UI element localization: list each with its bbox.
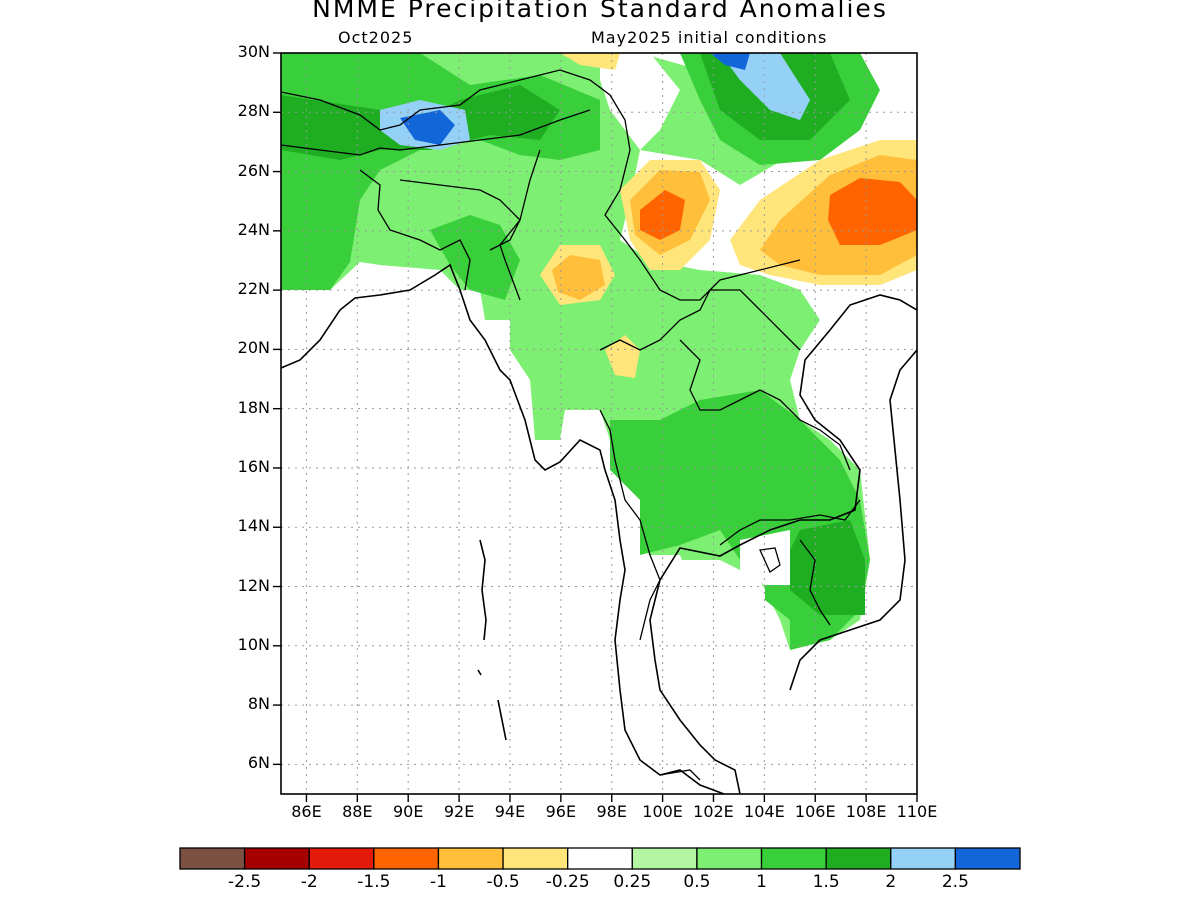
colorbar-label: 0.25: [613, 872, 652, 892]
anomaly-region-lightblue-ne: [720, 53, 810, 120]
lat-label: 10N: [237, 634, 270, 654]
border-thailand-north: [599, 289, 801, 351]
colorbar-swatch: [308, 847, 375, 870]
colorbar-label: 0.5: [683, 872, 711, 892]
anomaly-region-darkblue-ne: [710, 53, 750, 70]
colorbar-label: 2.5: [941, 872, 969, 892]
coastline-andaman-islands: [477, 539, 507, 741]
anomaly-region-orange-far-east: [828, 178, 917, 245]
anomaly-region-yellow-center: [552, 255, 605, 300]
border-malaysia: [659, 769, 701, 781]
colorbar-swatch: [373, 847, 440, 870]
colorbar-swatch: [243, 847, 310, 870]
colorbar-swatch: [890, 847, 957, 870]
border-cambodia: [719, 499, 861, 626]
lon-label: 110E: [896, 802, 938, 821]
anomaly-region-darkblue-west: [400, 110, 455, 145]
lon-label: 104E: [744, 802, 785, 821]
lon-label: 108E: [845, 802, 887, 821]
anomaly-region-darkgreen-south: [790, 520, 865, 615]
lon-label: 90E: [392, 802, 424, 821]
colorbar-swatch: [696, 847, 763, 870]
colorbar-swatch: [825, 847, 892, 870]
colorbar-swatch: [954, 847, 1021, 870]
colorbar-label: 2: [885, 872, 897, 892]
colorbar-swatch: [760, 847, 827, 870]
anomaly-region-neutral-gulf: [740, 530, 790, 585]
lat-label: 6N: [247, 753, 270, 773]
colorbar-label: -2.5: [228, 872, 262, 892]
lat-label: 12N: [237, 575, 270, 595]
anomaly-fields: [281, 53, 917, 794]
lat-label: 24N: [237, 219, 270, 239]
colorbar-label: -1: [429, 872, 447, 892]
coastlines: [281, 263, 917, 794]
lat-label: 30N: [237, 42, 270, 61]
coastline-gulf-of-thailand: [649, 294, 917, 794]
lon-label: 96E: [545, 802, 577, 821]
lat-label: 26N: [237, 160, 270, 180]
lat-label: 20N: [237, 338, 270, 358]
lat-label: 16N: [237, 456, 270, 476]
colorbar-label: 1.5: [812, 872, 840, 892]
axis-ticks: [273, 52, 918, 802]
border-thailand-west: [599, 409, 661, 641]
border-nepal-south: [281, 109, 591, 156]
anomaly-region-mediumgreen-center: [430, 215, 520, 300]
lon-label: 106E: [794, 802, 836, 821]
graticule: [281, 53, 917, 794]
anomaly-region-neutral-north: [600, 53, 680, 150]
colorbar-label: -0.5: [486, 872, 520, 892]
colorbar-swatch: [437, 847, 504, 870]
border-himalaya: [281, 69, 631, 151]
border-myanmar: [499, 149, 801, 301]
colorbar-swatch: [502, 847, 569, 870]
anomaly-region-yellow-north-east: [560, 53, 620, 70]
colorbar-label: -0.25: [545, 872, 590, 892]
colorbar: [179, 847, 1021, 870]
anomaly-region-neutral-west: [281, 290, 310, 350]
border-bangladesh: [359, 169, 521, 291]
colorbar-swatch: [567, 847, 633, 870]
plot-frame: [280, 52, 918, 795]
coastline-mainland: [281, 263, 727, 794]
tonle-sap-lake: [759, 547, 781, 573]
lon-label: 100E: [642, 802, 683, 821]
initial-conditions: May2025 initial conditions: [591, 28, 828, 47]
anomaly-region-neutral-south: [281, 350, 800, 794]
lat-label: 18N: [237, 397, 270, 417]
map-title: NMME Precipitation Standard Anomalies: [312, 0, 888, 23]
lon-label: 88E: [342, 802, 373, 821]
colorbar-label: 1: [756, 872, 767, 892]
colorbar-label: -2: [300, 872, 318, 892]
lat-label: 14N: [237, 516, 270, 536]
coastline-vietnam-south: [789, 349, 917, 691]
forecast-month: Oct2025: [338, 28, 414, 47]
lat-label: 22N: [237, 279, 270, 299]
colorbar-swatch: [631, 847, 698, 870]
lon-label: 86E: [291, 802, 322, 821]
lat-label: 8N: [247, 694, 270, 714]
lat-label: 28N: [237, 101, 270, 121]
country-borders: [281, 69, 861, 781]
lon-label: 94E: [494, 802, 526, 821]
lon-label: 102E: [693, 802, 734, 821]
colorbar-label: -1.5: [357, 872, 391, 892]
border-laos: [679, 339, 851, 471]
colorbar-swatch: [179, 847, 246, 870]
lon-label: 92E: [443, 802, 475, 821]
lon-label: 98E: [596, 802, 627, 821]
